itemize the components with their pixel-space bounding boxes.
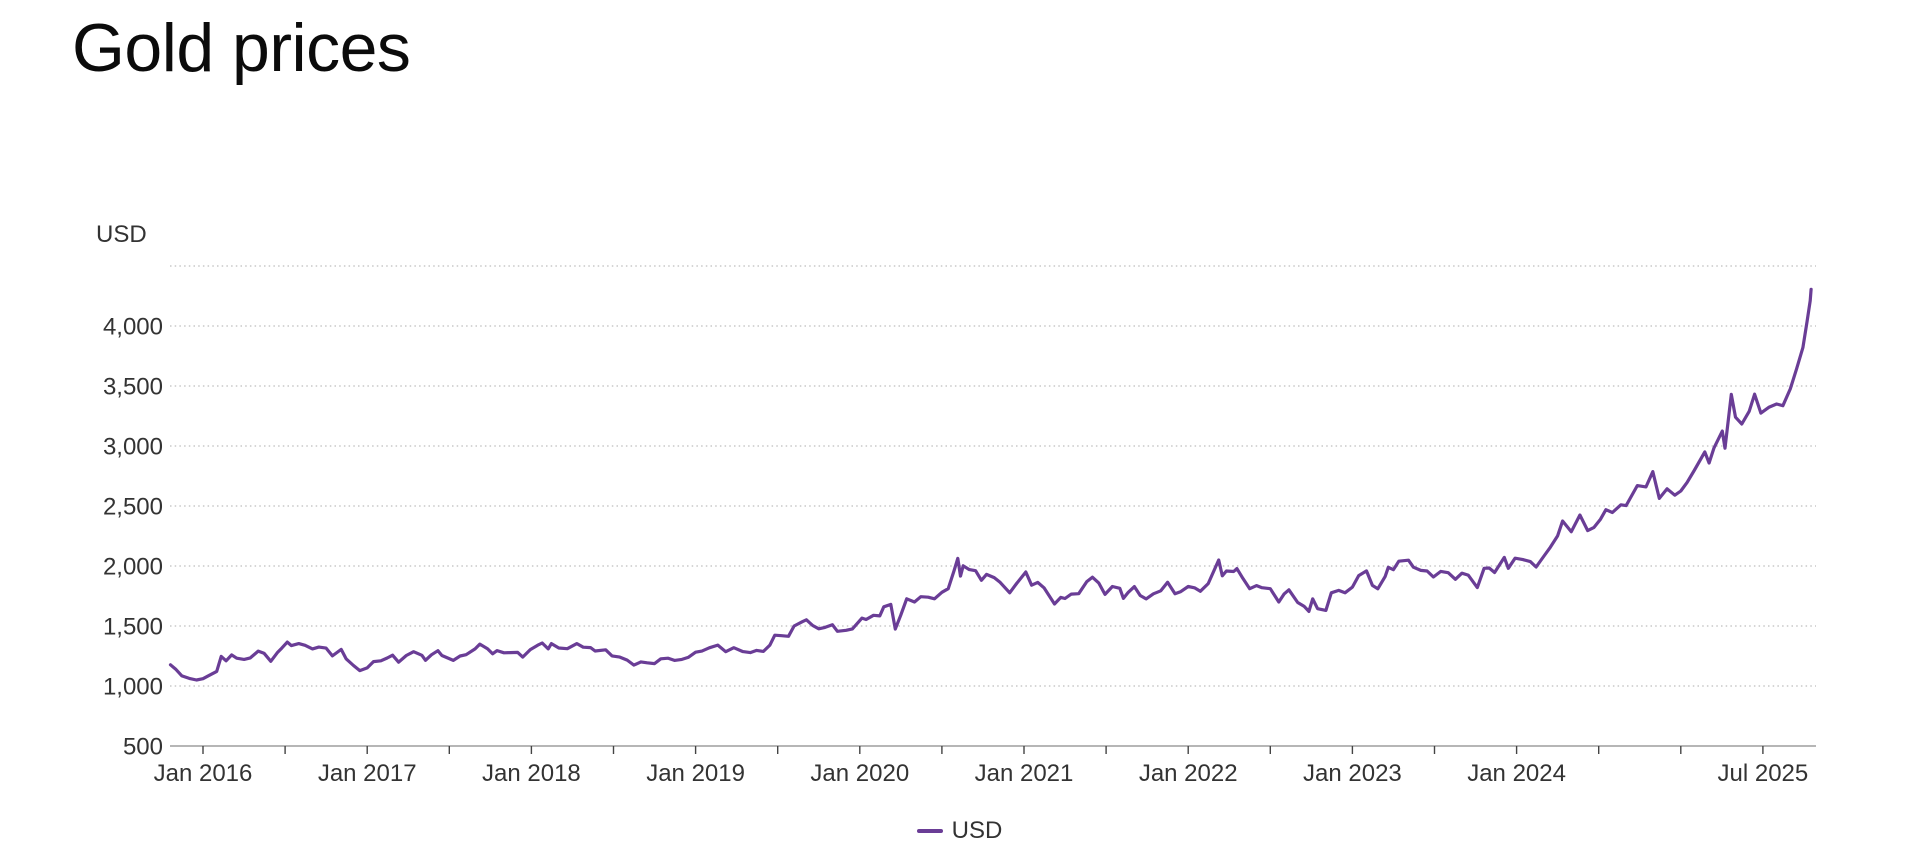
- legend: USD: [0, 817, 1919, 845]
- y-tick-label-3500: 3,500: [103, 374, 163, 401]
- data-series: [168, 287, 1813, 682]
- x-tick-label: Jan 2024: [1467, 760, 1566, 787]
- x-tick-label: Jan 2018: [482, 760, 581, 787]
- y-tick-label-500: 500: [123, 734, 163, 761]
- y-tick-label-2500: 2,500: [103, 494, 163, 521]
- x-axis-labels: Jan 2016 Jan 2017 Jan 2018 Jan 2019 Jan 2020…: [154, 760, 1809, 787]
- y-tick-label-4000: 4,000: [103, 314, 163, 341]
- y-tick-label-1000: 1,000: [103, 674, 163, 701]
- x-tick-label: Jan 2021: [975, 760, 1074, 787]
- x-tick-label: Jan 2016: [154, 760, 253, 787]
- y-tick-label-2000: 2,000: [103, 554, 163, 581]
- x-tick-label: Jul 2025: [1718, 760, 1809, 787]
- gridlines: [170, 265, 1816, 687]
- price-line-usd: [168, 287, 1813, 682]
- x-tick-label: Jan 2017: [318, 760, 417, 787]
- y-tick-label-1500: 1,500: [103, 614, 163, 641]
- x-tick-label: Jan 2019: [646, 760, 745, 787]
- y-axis-labels: 4,000 3,500 3,000 2,500 2,000 1,500 1,000 500: [103, 314, 163, 761]
- y-axis-unit-label: USD: [96, 221, 147, 248]
- x-axis: [170, 745, 1816, 754]
- line-chart-plot: 4,000 3,500 3,000 2,500 2,000 1,500 1,000 500 J…: [103, 265, 1816, 787]
- y-tick-label-3000: 3,000: [103, 434, 163, 461]
- x-tick-label: Jan 2020: [810, 760, 909, 787]
- chart-title: Gold prices: [72, 10, 411, 86]
- x-tick-label: Jan 2022: [1139, 760, 1238, 787]
- legend-series-label: USD: [951, 817, 1003, 844]
- x-tick-label: Jan 2023: [1303, 760, 1402, 787]
- legend-line-swatch-icon: [916, 829, 943, 833]
